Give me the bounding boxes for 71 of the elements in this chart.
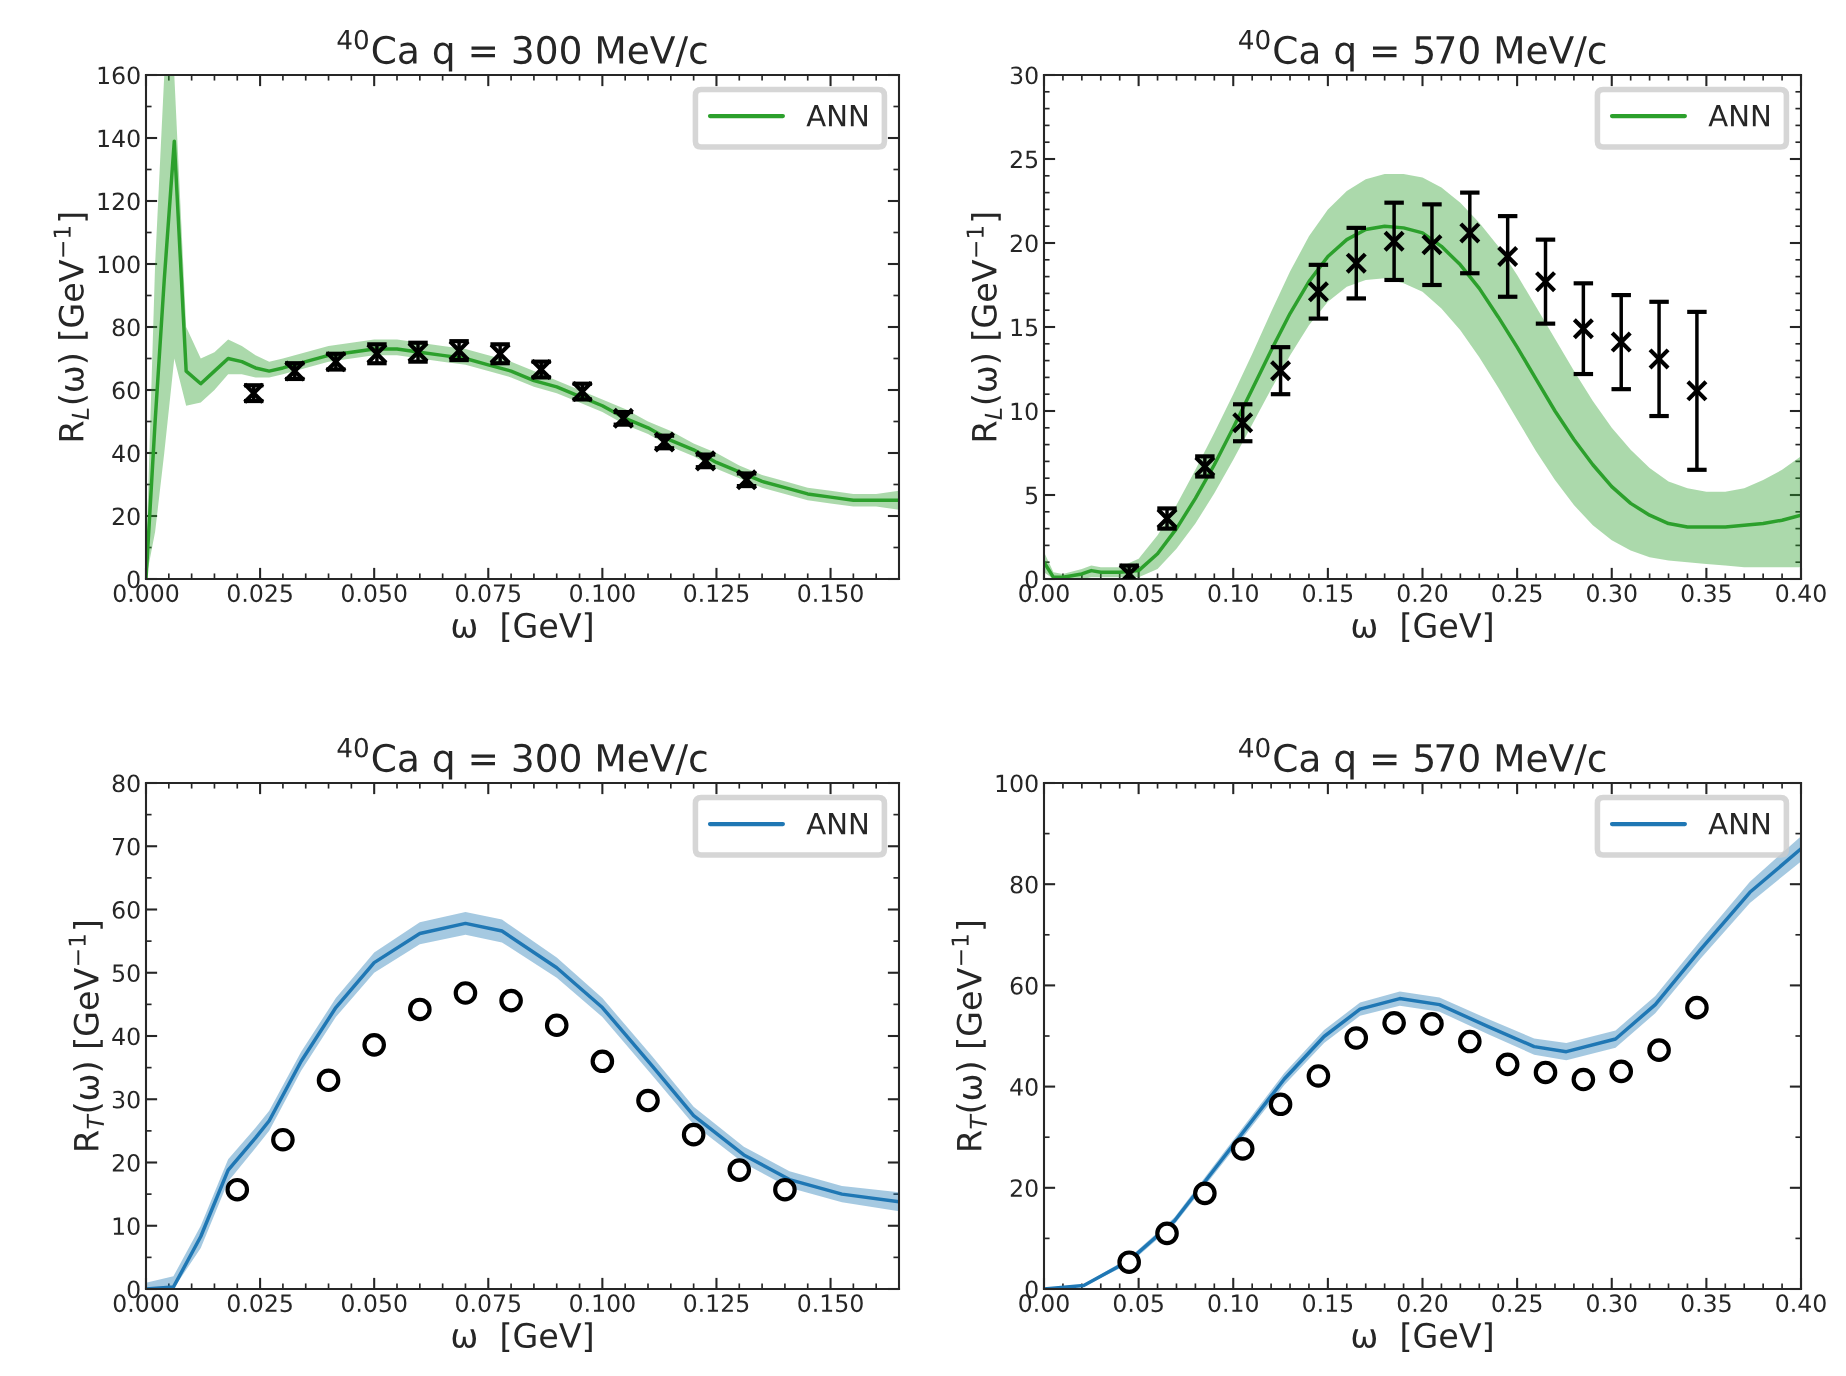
x-tick-label: 0.25 [1492,584,1542,603]
x-tick-label: 0.20 [1397,584,1448,603]
x-tick-label: 0.025 [227,584,292,603]
x-tick-label: 0.10 [1208,1294,1258,1313]
x-tick-label: 0.075 [456,584,521,603]
x-tick-label: 0.15 [1303,1294,1353,1313]
y-tick-label: 40 [112,444,140,463]
y-tick-label: 160 [98,66,140,85]
x-tick-label: 0.05 [1113,584,1163,603]
x-tick-label: 0.25 [1492,1294,1542,1313]
x-tick-label: 0.30 [1587,584,1637,603]
x-tick-label: 0.150 [798,1294,863,1313]
chart-title: $^{40}$Ca q = 300 MeV/c [337,29,707,72]
y-tick-label: 120 [98,192,140,211]
y-tick-label: 30 [112,1090,140,1109]
x-axis-title: ω [GeV] [1352,1322,1492,1352]
y-tick-label: 140 [98,129,140,148]
y-tick-label: 70 [113,837,140,856]
x-tick-label: 0.150 [798,584,863,603]
y-axis-title: R$_{L}$(ω) [GeV$^{−1}$] [966,213,1002,441]
y-tick-label: 5 [1025,486,1038,505]
y-tick-label: 20 [1010,1179,1038,1198]
x-tick-label: 0.100 [570,1294,635,1313]
x-tick-label: 0.125 [684,1294,749,1313]
x-tick-label: 0.40 [1776,1294,1826,1313]
chart-title: $^{40}$Ca q = 300 MeV/c [337,737,707,780]
x-tick-label: 0.35 [1681,1294,1731,1313]
legend-label: ANN [806,813,867,835]
x-tick-label: 0.40 [1776,584,1826,603]
y-tick-label: 25 [1010,150,1038,169]
y-tick-label: 10 [1011,402,1038,421]
x-tick-label: 0.35 [1681,584,1731,603]
x-tick-label: 0.10 [1208,584,1258,603]
y-tick-label: 50 [112,964,140,983]
y-tick-label: 20 [112,1153,140,1172]
y-tick-label: 15 [1011,318,1038,337]
y-tick-label: 80 [1010,875,1038,894]
x-tick-label: 0.05 [1113,1294,1163,1313]
x-tick-label: 0.30 [1587,1294,1637,1313]
chart-title: $^{40}$Ca q = 570 MeV/c [1239,29,1606,72]
legend-label: ANN [806,105,867,127]
chart-title: $^{40}$Ca q = 570 MeV/c [1239,737,1606,780]
y-tick-label: 10 [113,1217,140,1236]
y-tick-label: 30 [1010,66,1038,85]
x-tick-label: 0.050 [341,584,407,603]
y-tick-label: 20 [1010,234,1038,253]
x-tick-label: 0.050 [341,1294,407,1313]
y-tick-label: 40 [112,1027,140,1046]
y-axis-title: R$_{T}$(ω) [GeV$^{−1}$] [68,921,104,1150]
y-tick-label: 80 [112,318,140,337]
legend-label: ANN [1708,105,1769,127]
x-tick-label: 0.025 [227,1294,292,1313]
x-axis-title: ω [GeV] [452,1322,592,1352]
x-tick-label: 0.075 [456,1294,521,1313]
y-tick-label: 40 [1010,1078,1038,1096]
x-axis-title: ω [GeV] [452,612,592,642]
x-tick-label: 0.125 [684,584,749,603]
y-tick-label: 60 [112,900,140,919]
x-tick-label: 0.20 [1397,1294,1448,1313]
x-tick-label: 0.100 [570,584,635,603]
x-tick-label: 0.15 [1303,584,1353,603]
legend-label: ANN [1708,813,1769,835]
y-tick-label: 60 [1010,976,1038,995]
y-axis-title: R$_{L}$(ω) [GeV$^{−1}$] [53,213,89,441]
y-tick-label: 60 [112,381,140,400]
y-tick-label: 20 [112,507,140,526]
x-axis-title: ω [GeV] [1352,612,1492,642]
y-tick-label: 100 [996,774,1038,793]
y-tick-label: 80 [112,774,140,793]
y-tick-label: 100 [98,255,140,274]
y-axis-title: R$_{T}$(ω) [GeV$^{−1}$] [951,921,987,1150]
